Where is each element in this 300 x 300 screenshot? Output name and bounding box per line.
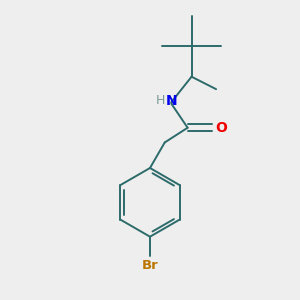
Text: O: O — [215, 121, 227, 135]
Text: Br: Br — [142, 259, 158, 272]
Text: H: H — [155, 94, 165, 107]
Text: N: N — [166, 94, 177, 108]
